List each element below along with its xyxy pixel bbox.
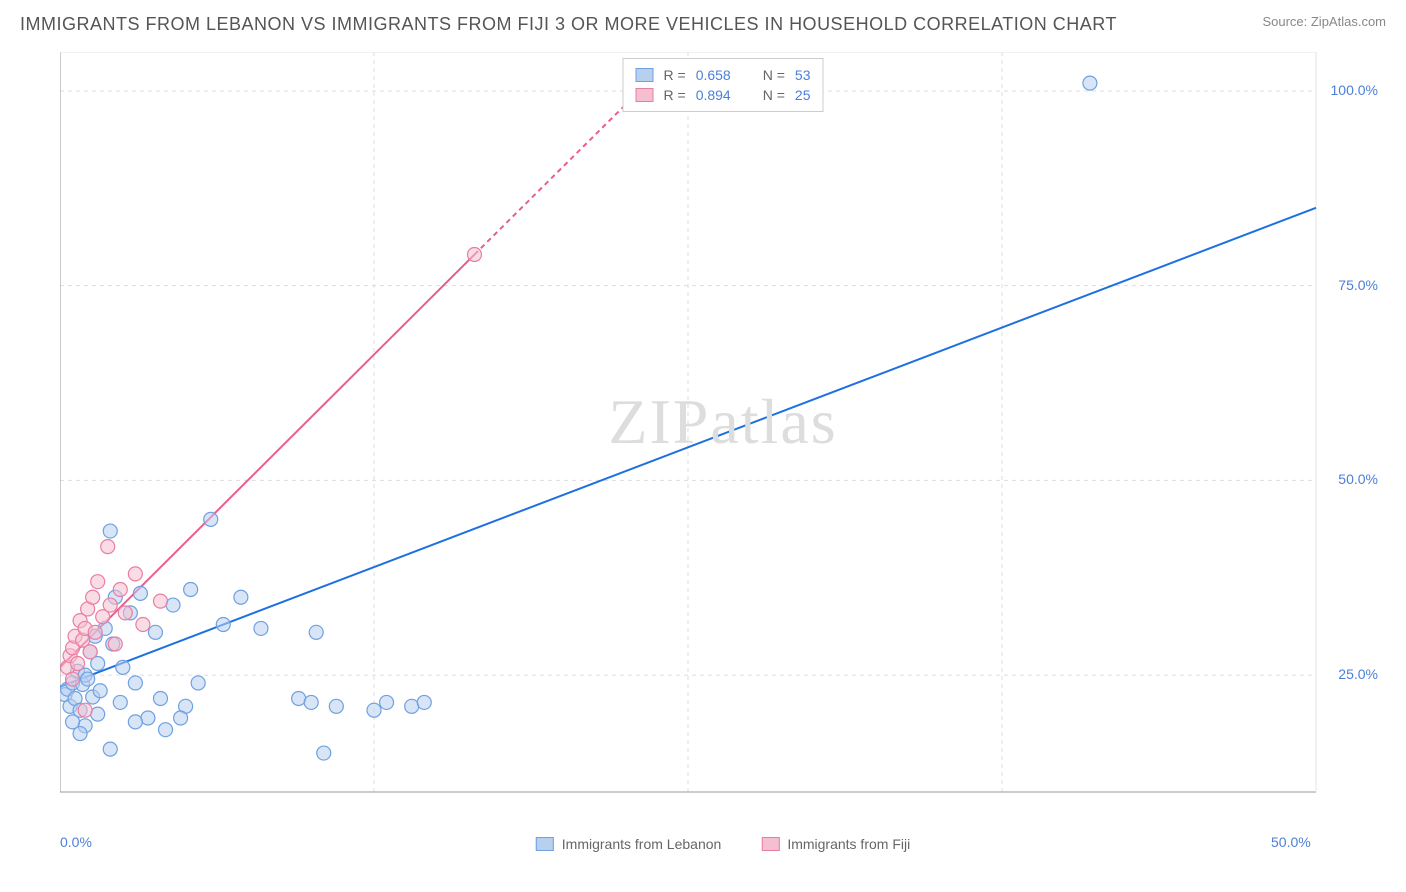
legend-correlation-row: R =0.894N =25	[636, 85, 811, 105]
legend-swatch	[636, 68, 654, 82]
legend-swatch	[636, 88, 654, 102]
scatter-plot: ZIPatlas R =0.658N =53R =0.894N =25 Immi…	[60, 52, 1386, 822]
y-tick-label: 100.0%	[1331, 82, 1378, 98]
legend-swatch	[761, 837, 779, 851]
series-legend: Immigrants from Lebanon Immigrants from F…	[536, 836, 910, 852]
x-tick-label: 0.0%	[60, 834, 92, 850]
legend-series-item: Immigrants from Fiji	[761, 836, 910, 852]
legend-series-label: Immigrants from Lebanon	[562, 836, 722, 852]
chart-svg	[60, 52, 1386, 822]
source-attribution: Source: ZipAtlas.com	[1262, 14, 1386, 29]
chart-container: 3 or more Vehicles in Household ZIPatlas…	[50, 52, 1386, 822]
legend-swatch	[536, 837, 554, 851]
legend-series-label: Immigrants from Fiji	[787, 836, 910, 852]
legend-correlation-row: R =0.658N =53	[636, 65, 811, 85]
correlation-legend: R =0.658N =53R =0.894N =25	[623, 58, 824, 112]
legend-series-item: Immigrants from Lebanon	[536, 836, 722, 852]
y-tick-label: 50.0%	[1338, 471, 1378, 487]
x-tick-label: 50.0%	[1271, 834, 1311, 850]
y-tick-label: 25.0%	[1338, 666, 1378, 682]
y-tick-label: 75.0%	[1338, 277, 1378, 293]
chart-title: IMMIGRANTS FROM LEBANON VS IMMIGRANTS FR…	[20, 14, 1117, 35]
